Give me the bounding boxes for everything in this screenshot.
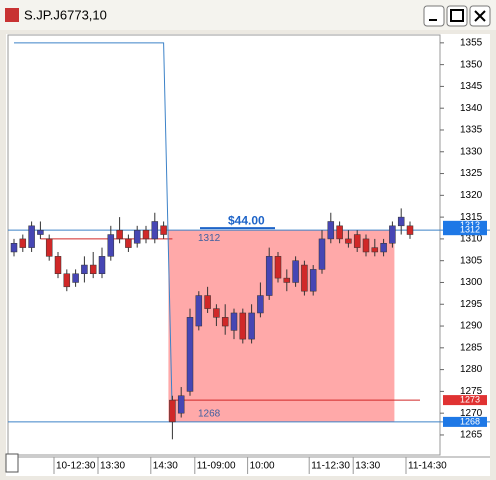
candle-body [37, 229, 44, 235]
candle-body [257, 295, 264, 314]
minimize-button[interactable] [423, 5, 445, 27]
candle-body [389, 225, 396, 244]
y-tick-label: 1330 [460, 146, 483, 157]
x-tick-label: 10:00 [250, 461, 275, 472]
candle-body [204, 295, 211, 309]
candle-body [160, 225, 167, 235]
candle-body [195, 295, 203, 327]
y-tick-label: 1305 [460, 255, 483, 266]
y-tick-label: 1350 [460, 59, 483, 70]
range-box-top-label: 1312 [198, 233, 221, 244]
y-tick-label: 1285 [460, 342, 483, 353]
price-tag [443, 225, 487, 236]
price-tag-label: 1312 [460, 225, 480, 235]
candle-body [54, 256, 62, 275]
candle-body [301, 264, 308, 292]
y-tick-label: 1325 [460, 168, 483, 179]
candle-body [230, 312, 238, 331]
price-tag [443, 395, 487, 406]
candle-body [239, 312, 247, 340]
x-tick-label: 10-12:30 [56, 461, 96, 472]
candle-body [19, 238, 27, 248]
candle-body [63, 273, 71, 288]
y-tick-label: 1310 [460, 234, 483, 245]
candle-body [98, 256, 106, 275]
candle-body [362, 238, 370, 253]
range-box-bottom-label: 1268 [198, 409, 221, 420]
y-tick-label: 1295 [460, 299, 483, 310]
candle-body [283, 277, 291, 283]
candle-body [327, 221, 335, 240]
range-box [168, 230, 395, 422]
y-tick-label: 1315 [460, 212, 483, 223]
close-button[interactable] [469, 5, 491, 27]
candle-body [397, 216, 405, 227]
y-tick-label: 1270 [460, 408, 483, 419]
y-tick-label: 1335 [460, 125, 483, 136]
candle-body [45, 238, 53, 257]
candle-body [142, 229, 150, 240]
candle-body [186, 317, 194, 392]
candle-body [107, 234, 115, 257]
candle-body [380, 243, 387, 253]
x-tick-label: 13:30 [355, 461, 380, 472]
price-tag-label: 1273 [460, 394, 480, 404]
candle-body [116, 229, 123, 240]
candle-body [72, 273, 79, 283]
y-tick-label: 1300 [460, 277, 483, 288]
candle-body [309, 269, 317, 292]
scroll-handle[interactable] [5, 453, 19, 473]
y-tick-label: 1290 [460, 321, 483, 332]
y-tick-label: 1340 [460, 103, 483, 114]
candle-body [353, 234, 361, 248]
candle-body [10, 243, 18, 253]
candle-body [318, 238, 326, 270]
indicator-line [14, 42, 173, 422]
window-title: S.JP.J6773,10 [24, 7, 107, 22]
x-tick-label: 11-09:00 [197, 461, 236, 472]
candle-body [336, 225, 343, 240]
candle-body [248, 312, 255, 340]
y-tick-label: 1355 [460, 37, 483, 48]
maximize-button[interactable] [446, 5, 468, 27]
candle-body [125, 238, 132, 248]
range-box-label: $44.00 [228, 213, 265, 227]
candle-body [345, 238, 352, 244]
candle-body [265, 256, 273, 296]
y-tick-label: 1280 [460, 364, 483, 375]
title-bar [0, 0, 496, 30]
candle-body [89, 264, 97, 275]
window-icon [5, 8, 19, 22]
candle-body [28, 225, 35, 248]
candle-body [371, 247, 379, 253]
candle-body [221, 317, 229, 327]
price-tag [443, 416, 487, 427]
candle-body [151, 221, 159, 240]
price-tag-label: 1268 [460, 416, 480, 426]
y-tick-label: 1345 [460, 81, 483, 92]
x-tick-label: 11-14:30 [408, 461, 447, 472]
y-tick-label: 1275 [460, 386, 483, 397]
x-tick-label: 11-12:30 [311, 461, 350, 472]
y-tick-label: 1320 [460, 190, 483, 201]
candle-body [169, 399, 176, 423]
candle-body [406, 225, 414, 235]
candle-body [133, 229, 141, 244]
candle-body [292, 260, 299, 283]
candle-body [213, 308, 220, 318]
x-tick-label: 14:30 [153, 461, 178, 472]
candle-body [177, 395, 185, 414]
candle-body [81, 264, 88, 275]
x-tick-label: 13:30 [100, 461, 125, 472]
y-tick-label: 1265 [460, 430, 483, 441]
candle-body [274, 256, 282, 279]
